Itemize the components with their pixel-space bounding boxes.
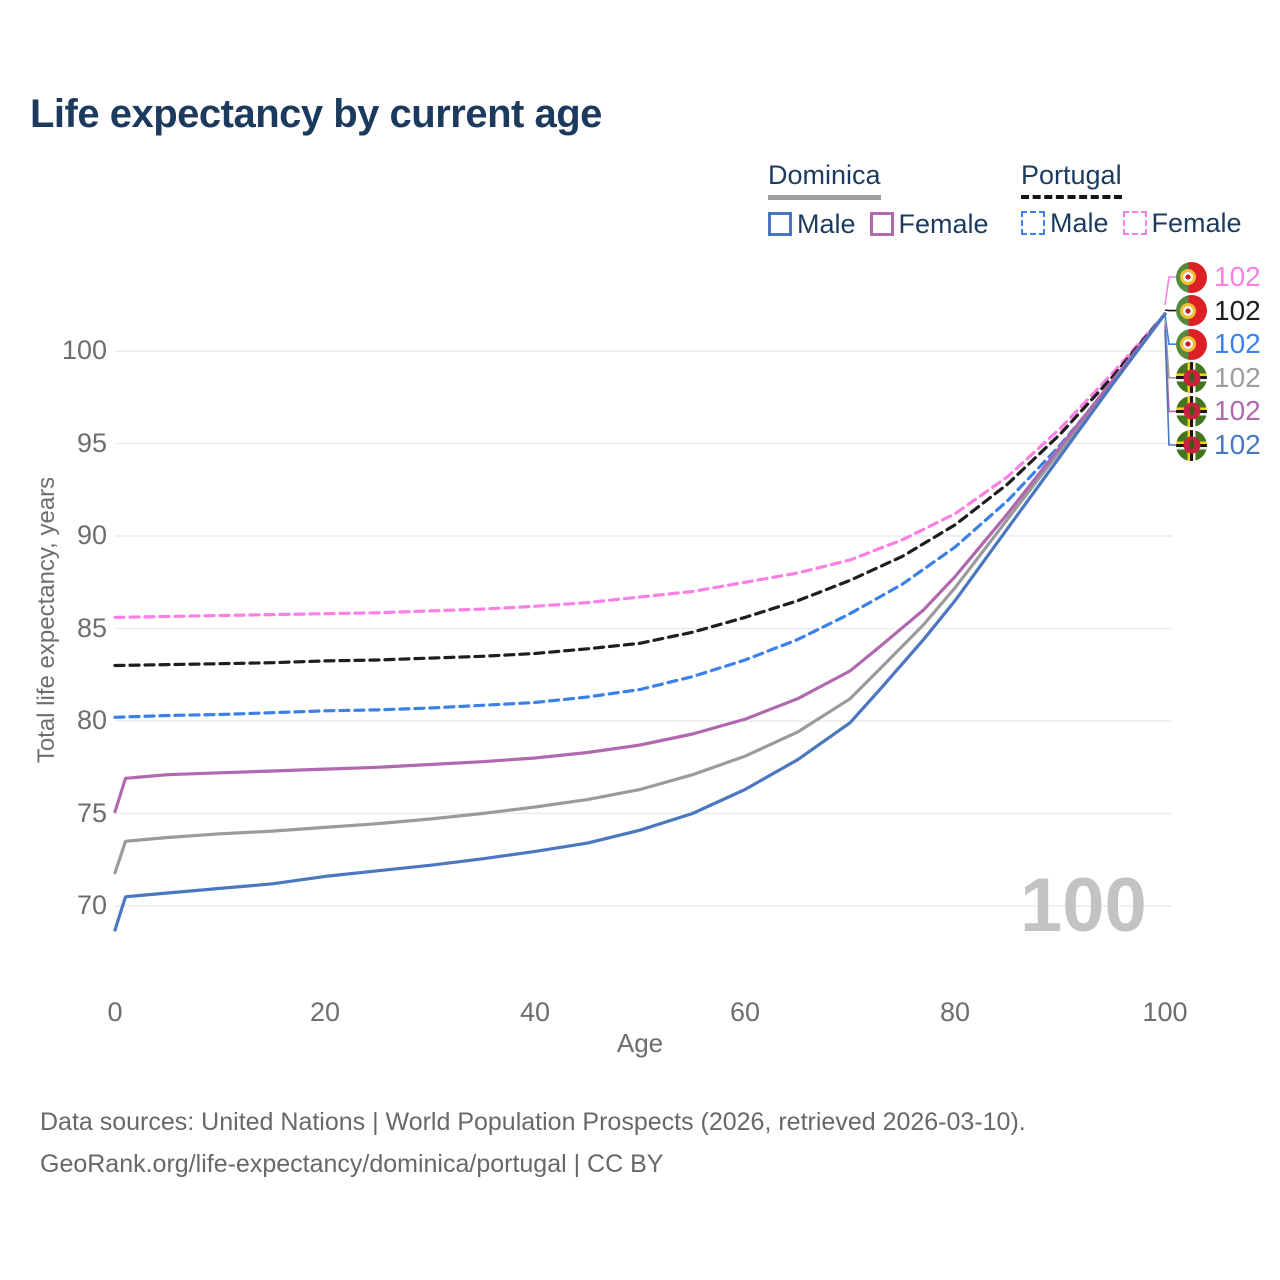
dominica-flag-icon [1176, 362, 1207, 394]
legend-label-female: Female [898, 209, 989, 239]
data-sources-text: Data sources: United Nations | World Pop… [40, 1108, 1026, 1136]
dominica-parrot-disc [1183, 402, 1200, 420]
end-label-portugal-total: 102 [1176, 295, 1261, 327]
portugal-emblem [1180, 269, 1197, 285]
portugal-emblem [1180, 302, 1197, 319]
end-label-portugal-female: 102 [1176, 261, 1261, 293]
portugal-emblem [1180, 336, 1197, 353]
end-value-portugal-female: 102 [1214, 261, 1261, 292]
dominica-flag-icon [1176, 429, 1207, 461]
attribution-text: GeoRank.org/life-expectancy/dominica/por… [40, 1150, 664, 1178]
end-label-connector-dominica-male [1164, 329, 1176, 446]
legend-label-male: Male [797, 209, 856, 239]
y-tick-label-90: 90 [76, 520, 107, 550]
portugal-flag-icon [1176, 295, 1207, 327]
series-line-dominica-male [113, 312, 1167, 932]
y-tick-label-70: 70 [76, 890, 107, 920]
hover-age-watermark: 100 [1020, 863, 1147, 948]
legend-item-dominica-female[interactable]: Female [869, 209, 989, 239]
legend-label-male: Male [1050, 208, 1109, 238]
dominica-parrot-disc [1183, 436, 1200, 454]
page-title: Life expectancy by current age [30, 92, 602, 136]
end-value-portugal-total: 102 [1214, 294, 1261, 326]
portugal-flag-icon [1176, 261, 1207, 293]
x-tick-label-20: 20 [309, 997, 341, 1027]
series-line-dominica-total [113, 312, 1167, 875]
end-label-connectors [1164, 276, 1176, 446]
x-axis-title: Age [616, 1028, 664, 1058]
y-axis-title: Total life expectancy, years [33, 476, 60, 764]
end-label-connector-portugal-female [1164, 276, 1176, 306]
end-label-dominica-female: 102 [1176, 395, 1261, 427]
dominica-parrot-disc [1183, 369, 1200, 387]
y-tick-label-85: 85 [76, 612, 107, 643]
legend-label-female: Female [1151, 208, 1242, 238]
series-lines [113, 312, 1167, 932]
legend-group-dominica: Dominica Male Female [768, 160, 989, 239]
dominica-female-swatch-icon [869, 212, 894, 236]
x-tick-label-40: 40 [519, 997, 551, 1027]
series-line-portugal-female [113, 312, 1167, 619]
x-tick-label-80: 80 [939, 997, 971, 1027]
portugal-male-swatch-icon [1021, 211, 1045, 235]
legend-item-portugal-male[interactable]: Male [1021, 208, 1109, 238]
dominica-male-swatch-icon [768, 212, 792, 236]
end-label-connector-portugal-total [1164, 309, 1176, 312]
x-tick-label-0: 0 [107, 997, 123, 1027]
end-value-dominica-female: 102 [1214, 395, 1261, 427]
end-value-portugal-male: 102 [1214, 328, 1261, 360]
end-value-dominica-male: 102 [1214, 429, 1261, 460]
portugal-flag-icon [1176, 328, 1207, 360]
legend-country-portugal[interactable]: Portugal [1021, 160, 1122, 199]
portugal-female-swatch-icon [1122, 211, 1147, 235]
gridlines [115, 350, 1172, 907]
series-line-portugal-male [113, 312, 1167, 719]
legend-group-portugal: Portugal Male Female [1021, 160, 1242, 238]
y-tick-label-75: 75 [76, 797, 107, 828]
y-tick-label-80: 80 [76, 705, 107, 735]
y-tick-label-95: 95 [76, 427, 107, 458]
end-label-portugal-male: 102 [1176, 328, 1261, 360]
x-tick-label-100: 100 [1142, 997, 1188, 1027]
legend-item-dominica-male[interactable]: Male [768, 209, 856, 239]
end-label-dominica-male: 102 [1176, 429, 1261, 461]
legend-item-portugal-female[interactable]: Female [1122, 208, 1242, 238]
end-label-connector-portugal-male [1164, 314, 1176, 346]
end-value-dominica-total: 102 [1214, 361, 1261, 393]
series-line-dominica-female [113, 312, 1167, 814]
x-tick-label-60: 60 [729, 997, 761, 1027]
y-tick-label-100: 100 [61, 335, 107, 365]
end-label-dominica-total: 102 [1176, 362, 1261, 394]
legend-country-dominica[interactable]: Dominica [768, 160, 881, 200]
series-line-portugal-total [113, 312, 1167, 668]
dominica-flag-icon [1176, 395, 1207, 427]
